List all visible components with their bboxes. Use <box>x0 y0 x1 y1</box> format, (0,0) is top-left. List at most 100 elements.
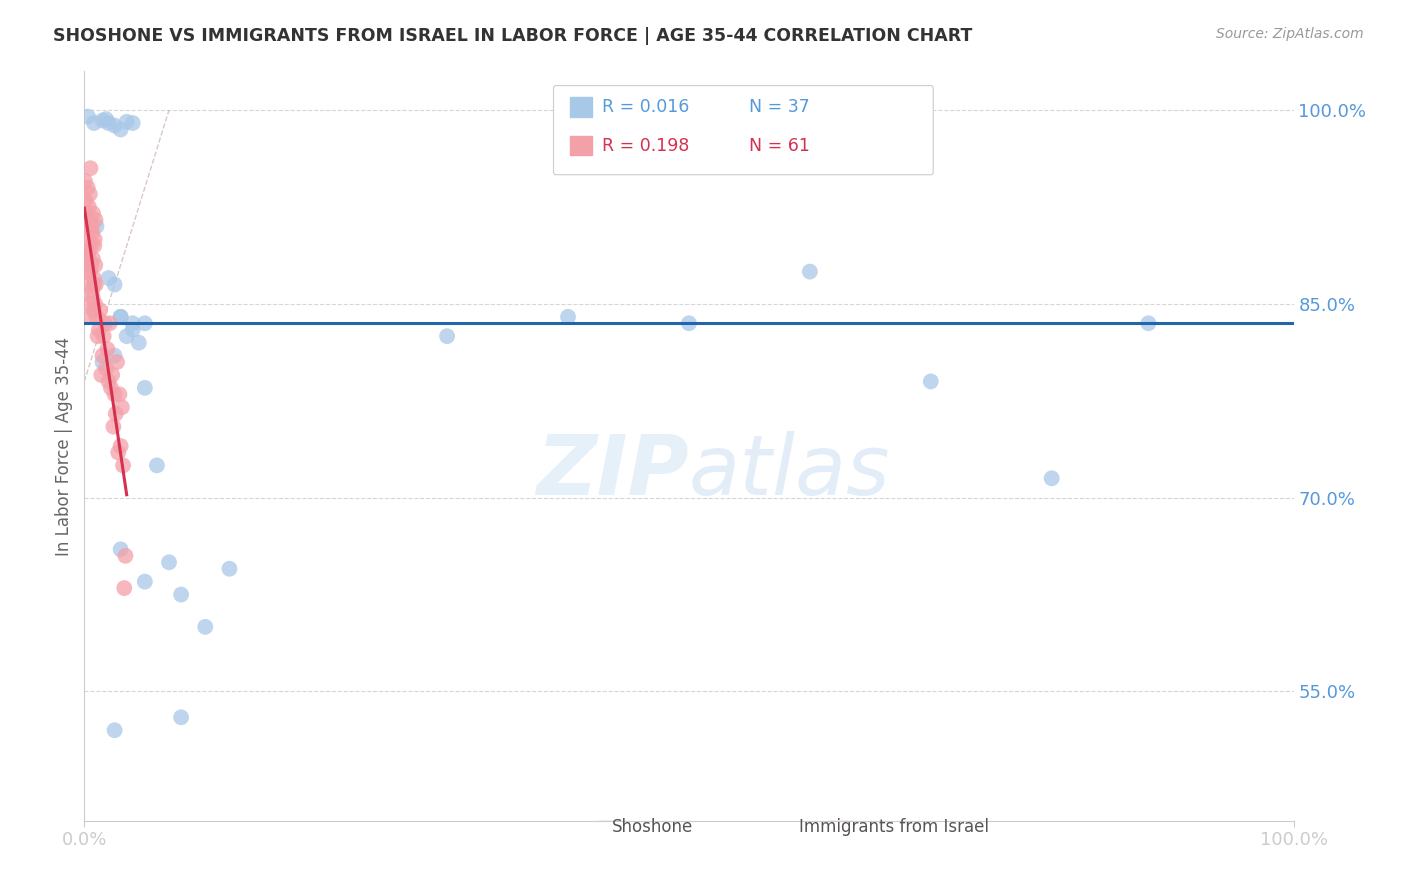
Point <box>110 122 132 136</box>
Point <box>157 555 180 569</box>
Point <box>110 439 132 453</box>
Point <box>77 252 100 266</box>
Point <box>107 445 129 459</box>
Text: Immigrants from Israel: Immigrants from Israel <box>800 818 990 836</box>
Text: R = 0.016: R = 0.016 <box>602 98 689 116</box>
Point <box>79 213 101 227</box>
Point <box>111 401 134 415</box>
Point <box>1137 316 1160 330</box>
Point <box>75 245 97 260</box>
Point <box>96 342 118 356</box>
Point <box>83 116 105 130</box>
Point <box>1040 471 1063 485</box>
Point <box>146 458 169 473</box>
Point <box>82 252 104 266</box>
Point <box>218 562 240 576</box>
Point <box>93 329 115 343</box>
Point <box>121 316 143 330</box>
Point <box>97 375 120 389</box>
Point <box>103 419 125 434</box>
Point <box>110 542 132 557</box>
Text: Source: ZipAtlas.com: Source: ZipAtlas.com <box>1216 27 1364 41</box>
Point <box>104 349 127 363</box>
Point <box>110 310 132 324</box>
Point <box>170 710 193 724</box>
Point <box>91 349 114 363</box>
Point <box>104 277 127 292</box>
Point <box>83 271 105 285</box>
Point <box>112 458 135 473</box>
Point <box>82 303 104 318</box>
Point <box>76 219 98 234</box>
Point <box>77 297 100 311</box>
Point <box>121 323 143 337</box>
FancyBboxPatch shape <box>554 86 934 175</box>
Point <box>77 110 100 124</box>
Point <box>80 219 103 234</box>
Point <box>134 381 156 395</box>
Point <box>73 174 96 188</box>
Point <box>79 187 101 202</box>
Point <box>82 226 104 240</box>
Point <box>134 574 156 589</box>
Point <box>80 239 103 253</box>
Point <box>128 335 150 350</box>
Point <box>77 200 100 214</box>
Point <box>114 549 136 563</box>
Point <box>98 316 121 330</box>
Point <box>104 723 127 738</box>
Y-axis label: In Labor Force | Age 35-44: In Labor Force | Age 35-44 <box>55 336 73 556</box>
Point <box>105 355 128 369</box>
Point <box>90 368 112 382</box>
Point <box>91 355 114 369</box>
Point <box>89 303 111 318</box>
Point <box>84 277 107 292</box>
Bar <box>599 821 623 833</box>
Point <box>77 245 100 260</box>
Point <box>134 316 156 330</box>
Point <box>557 310 579 324</box>
Point <box>108 387 131 401</box>
Point <box>100 381 122 395</box>
Point <box>97 116 120 130</box>
Point <box>110 310 132 324</box>
Point <box>77 232 100 246</box>
Point <box>79 310 101 324</box>
Text: R = 0.198: R = 0.198 <box>602 136 689 154</box>
Point <box>79 264 101 278</box>
Point <box>115 114 138 128</box>
Text: SHOSHONE VS IMMIGRANTS FROM ISRAEL IN LABOR FORCE | AGE 35-44 CORRELATION CHART: SHOSHONE VS IMMIGRANTS FROM ISRAEL IN LA… <box>53 27 973 45</box>
Point <box>799 264 821 278</box>
Point <box>170 588 193 602</box>
Point <box>91 113 114 128</box>
Point <box>86 329 108 343</box>
Point <box>75 213 97 227</box>
Text: atlas: atlas <box>689 432 890 512</box>
Point <box>112 581 135 595</box>
Point <box>84 297 107 311</box>
Point <box>94 316 117 330</box>
Point <box>86 219 108 234</box>
Point <box>104 407 127 421</box>
Point <box>76 206 98 220</box>
Point <box>101 368 124 382</box>
Point <box>104 387 127 401</box>
Point <box>97 271 120 285</box>
Text: Shoshone: Shoshone <box>612 818 693 836</box>
Point <box>104 119 127 133</box>
Bar <box>828 821 852 833</box>
Text: N = 61: N = 61 <box>749 136 810 154</box>
Point <box>86 310 108 324</box>
Point <box>194 620 217 634</box>
Point <box>678 316 700 330</box>
Point <box>76 277 98 292</box>
Point <box>84 213 107 227</box>
Point <box>83 239 105 253</box>
Point <box>79 161 101 176</box>
Point <box>115 329 138 343</box>
Point <box>436 329 458 343</box>
Point <box>94 112 117 127</box>
Point <box>82 290 104 304</box>
Point <box>83 277 105 292</box>
Point <box>920 375 942 389</box>
